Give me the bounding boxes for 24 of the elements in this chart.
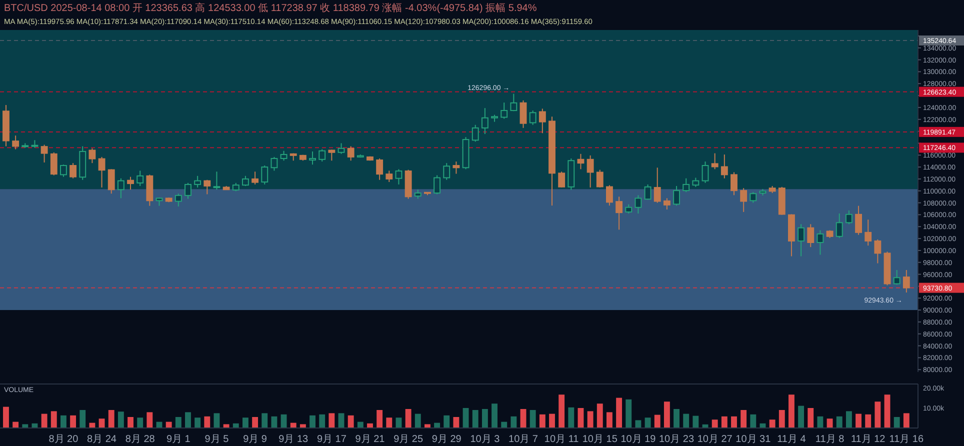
x-tick-label: 9月 29 bbox=[432, 434, 462, 445]
chart-title: BTC/USD 2025-08-14 08:00 开 123365.63 高 124533.00 低 117238.97 收 118389.79 涨幅 -4.03%(-4975.84) 振幅 5.94% bbox=[4, 2, 537, 14]
x-tick-label: 9月 25 bbox=[394, 434, 424, 445]
x-tick-label: 9月 9 bbox=[243, 434, 268, 445]
x-tick-label: 11月 16 bbox=[889, 434, 924, 445]
x-tick-label: 10月 27 bbox=[697, 434, 733, 445]
x-tick-label: 11月 8 bbox=[815, 434, 845, 445]
x-tick-label: 8月 24 bbox=[87, 434, 117, 445]
x-tick-label: 8月 20 bbox=[48, 434, 79, 445]
x-tick-label: 10月 3 bbox=[470, 434, 500, 445]
x-tick-label: 9月 1 bbox=[166, 434, 191, 445]
x-tick-label: 9月 5 bbox=[204, 434, 230, 445]
x-tick-label: 10月 31 bbox=[736, 434, 772, 445]
x-tick-label: 11月 4 bbox=[777, 434, 806, 445]
x-tick-label: 10月 11 bbox=[544, 434, 580, 445]
x-tick-label: 8月 28 bbox=[125, 434, 156, 445]
x-tick-label: 9月 21 bbox=[355, 434, 386, 445]
x-tick-label: 10月 23 bbox=[659, 434, 694, 445]
x-tick-label: 9月 17 bbox=[316, 434, 347, 445]
x-tick-label: 11月 12 bbox=[850, 434, 886, 445]
x-tick-label: 9月 13 bbox=[278, 434, 309, 445]
x-tick-label: 10月 7 bbox=[508, 434, 538, 445]
x-tick-label: 10月 15 bbox=[582, 434, 618, 445]
x-tick-label: 10月 19 bbox=[620, 434, 656, 445]
